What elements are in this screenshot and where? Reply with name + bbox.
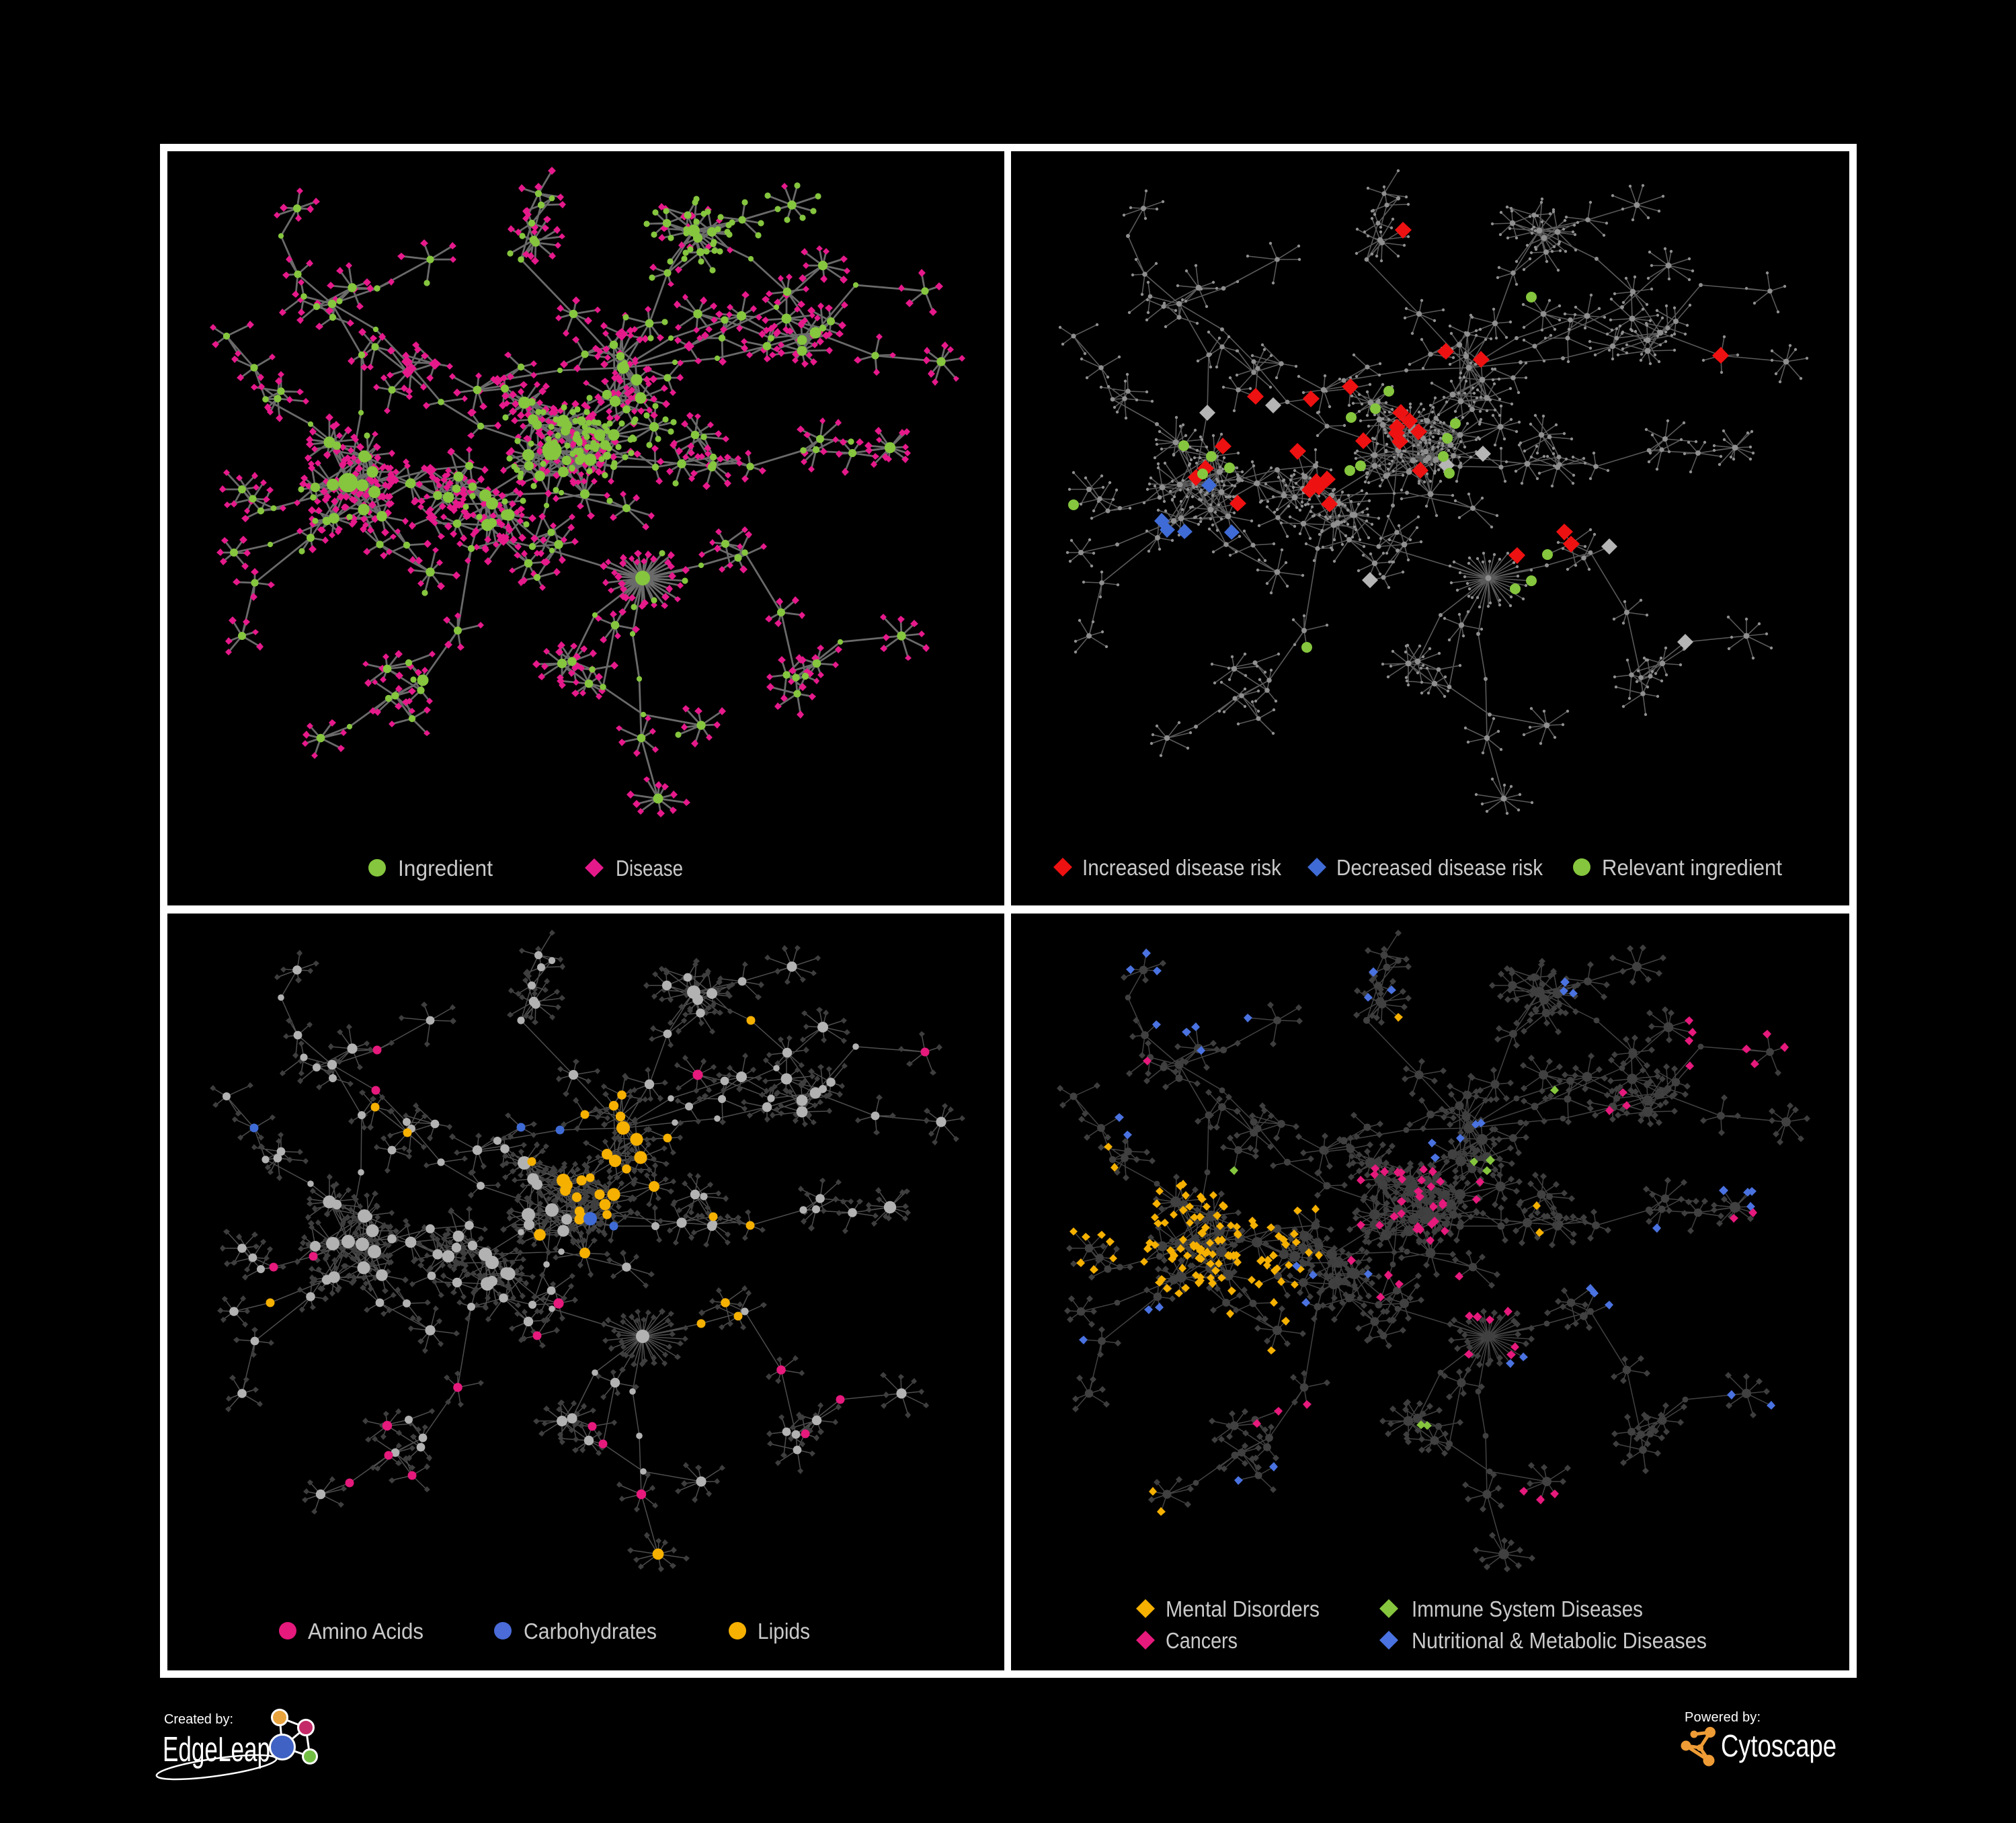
svg-text:Increased disease risk: Increased disease risk xyxy=(1082,855,1281,880)
svg-text:Cancers: Cancers xyxy=(1166,1628,1238,1653)
svg-text:Created by:: Created by: xyxy=(164,1712,233,1727)
svg-text:Disease: Disease xyxy=(616,856,683,881)
svg-text:Immune System Diseases: Immune System Diseases xyxy=(1412,1596,1643,1621)
svg-text:Relevant ingredient: Relevant ingredient xyxy=(1602,855,1782,880)
svg-text:Amino Acids: Amino Acids xyxy=(308,1619,424,1644)
svg-text:Powered by:: Powered by: xyxy=(1685,1710,1761,1725)
svg-text:EdgeLeap: EdgeLeap xyxy=(163,1730,270,1769)
svg-text:Mental Disorders: Mental Disorders xyxy=(1166,1596,1320,1621)
svg-text:Ingredient: Ingredient xyxy=(398,856,493,881)
svg-text:Cytoscape: Cytoscape xyxy=(1721,1728,1837,1763)
svg-text:Nutritional & Metabolic Diseas: Nutritional & Metabolic Diseases xyxy=(1412,1628,1707,1653)
svg-text:Carbohydrates: Carbohydrates xyxy=(524,1619,657,1644)
svg-text:Lipids: Lipids xyxy=(758,1619,810,1644)
svg-text:Decreased disease risk: Decreased disease risk xyxy=(1336,855,1543,880)
